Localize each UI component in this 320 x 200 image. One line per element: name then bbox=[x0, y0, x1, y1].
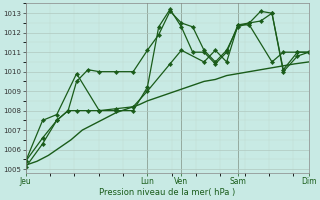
X-axis label: Pression niveau de la mer( hPa ): Pression niveau de la mer( hPa ) bbox=[99, 188, 235, 197]
